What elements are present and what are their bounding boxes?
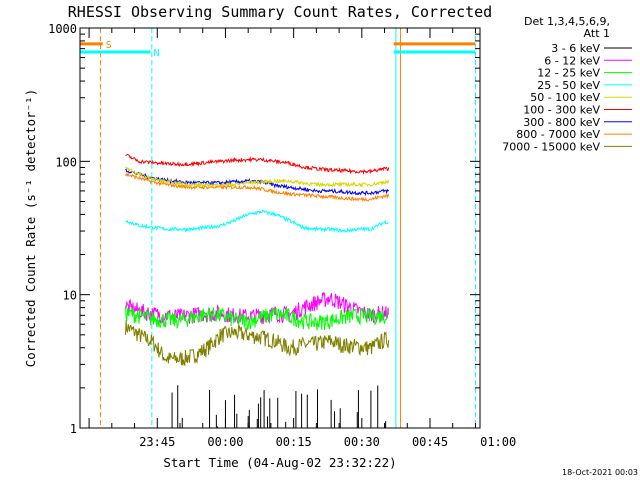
x-axis: 23:45 00:00 00:15 00:30 00:45 01:00 [88, 28, 516, 449]
series-7000-15000-kev [125, 320, 390, 367]
legend-header-0: Det 1,3,4,5,6,9, [524, 15, 610, 28]
series-25-50-kev [125, 209, 389, 234]
legend-label-6: 300 - 800 keV [523, 116, 600, 129]
legend-label-7: 800 - 7000 keV [516, 128, 600, 141]
series-800-7000-kev [125, 172, 390, 203]
x-tick-label-1: 00:00 [207, 435, 243, 449]
x-tick-label-2: 00:15 [276, 435, 312, 449]
date-stamp: 18-Oct-2021 00:03 [562, 468, 638, 477]
legend-label-4: 50 - 100 keV [530, 91, 600, 104]
plot-frame [79, 27, 481, 429]
y-tick-label-3: 1000 [48, 22, 77, 36]
series-3-6-kev [168, 385, 387, 428]
legend-label-2: 12 - 25 keV [537, 67, 600, 80]
series-100-300-kev [125, 153, 390, 176]
legend-label-1: 6 - 12 keV [544, 54, 600, 67]
x-tick-label-4: 00:45 [412, 435, 448, 449]
y-axis-label: Corrected Count Rate (s⁻¹ detector⁻¹) [23, 89, 38, 367]
y-tick-label-0: 1 [70, 422, 77, 436]
x-tick-label-3: 00:30 [344, 435, 380, 449]
chart-marks: SN [80, 28, 476, 428]
y-axis: 1 10 100 1000 [48, 22, 480, 436]
flag-label-S: S [106, 40, 112, 51]
legend-label-5: 100 - 300 keV [523, 104, 600, 117]
legend-header-1: Att 1 [584, 27, 610, 40]
legend-label-3: 25 - 50 keV [537, 79, 600, 92]
y-tick-label-2: 100 [55, 155, 77, 169]
legend-label-0: 3 - 6 keV [551, 42, 600, 55]
legend-label-8: 7000 - 15000 keV [502, 140, 600, 153]
x-tick-label-5: 01:00 [480, 435, 516, 449]
series-50-100-kev [125, 166, 390, 189]
chart-title: RHESSI Observing Summary Count Rates, Co… [68, 3, 492, 21]
series-6-12-kev [125, 291, 390, 325]
y-tick-label-1: 10 [63, 289, 77, 303]
flag-label-N: N [153, 48, 159, 59]
x-axis-label: Start Time (04-Aug-02 23:32:22) [163, 455, 396, 470]
series-12-25-kev [125, 305, 390, 331]
x-tick-label-0: 23:45 [139, 435, 175, 449]
